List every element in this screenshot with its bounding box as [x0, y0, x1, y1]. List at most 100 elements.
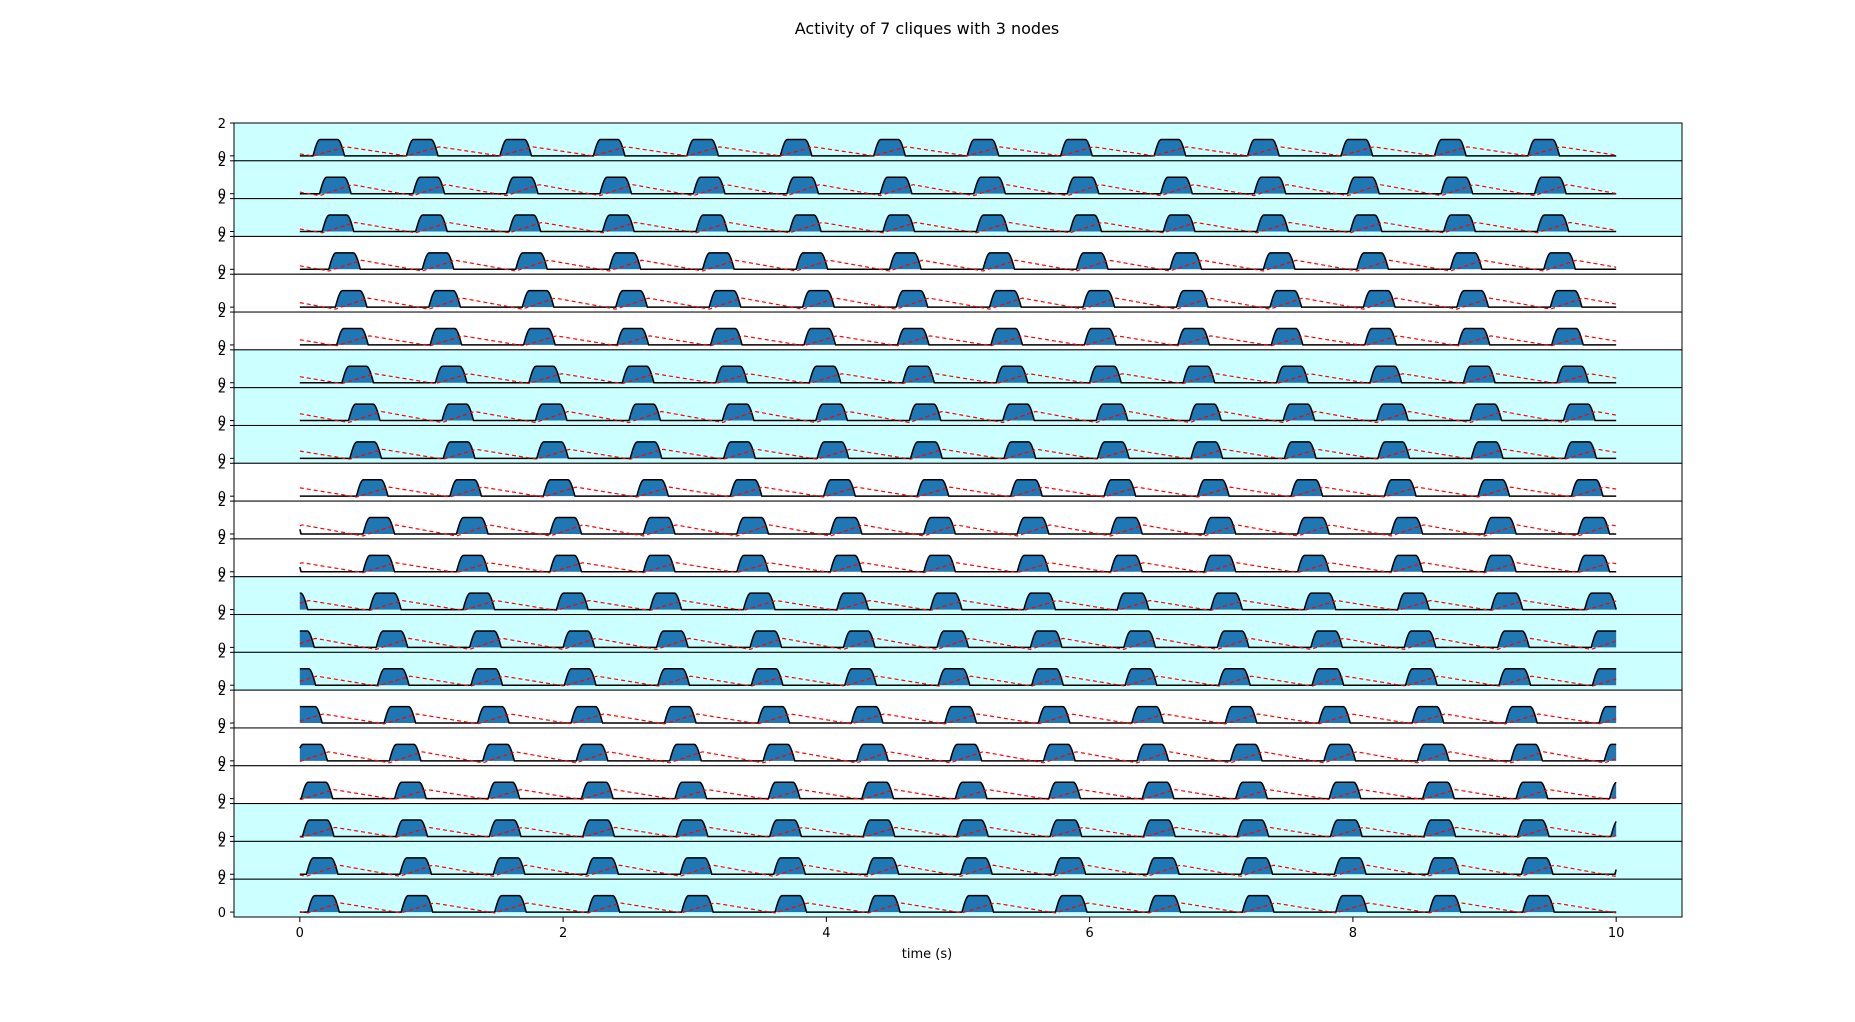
activity-line [299, 819, 1617, 838]
panel-background [234, 312, 1682, 350]
panel-12: 02 [218, 571, 1683, 619]
y-tick-label-0: 0 [218, 225, 226, 240]
activity-line [299, 516, 1617, 535]
y-tick-label-0: 0 [218, 339, 226, 354]
reference-line [299, 675, 1617, 687]
activity-fill [299, 706, 1617, 724]
activity-line [299, 214, 1617, 233]
activity-line [299, 781, 1617, 800]
panels-group: 0202020202020202020202020202020202020202… [218, 117, 1683, 921]
y-tick-label-2: 2 [218, 117, 226, 132]
panel-background [234, 274, 1682, 313]
activity-fill [299, 857, 1617, 875]
panel-17: 02 [218, 760, 1683, 808]
activity-line [299, 403, 1617, 422]
panel-7: 02 [218, 382, 1683, 430]
y-tick-label-0: 0 [218, 263, 226, 278]
panel-18: 02 [218, 798, 1683, 845]
y-tick-label-2: 2 [218, 382, 226, 397]
reference-line [299, 751, 1617, 764]
y-tick-label-0: 0 [218, 490, 226, 505]
panel-background [234, 236, 1682, 275]
reference-line [299, 826, 1617, 838]
activity-line [299, 630, 1617, 649]
y-tick-label-0: 0 [218, 868, 226, 883]
panel-8: 02 [218, 419, 1683, 467]
activity-fill [299, 366, 1617, 383]
x-tick-label-2: 2 [559, 926, 567, 941]
reference-line [299, 373, 1617, 385]
reference-line [299, 221, 1617, 234]
y-tick-label-0: 0 [218, 301, 226, 316]
panel-0: 02 [218, 117, 1683, 165]
panel-background [234, 160, 1682, 199]
panel-background [234, 349, 1682, 388]
reference-line [299, 486, 1617, 498]
panel-5: 02 [218, 306, 1683, 354]
activity-line [299, 705, 1617, 724]
y-tick-label-0: 0 [218, 830, 226, 845]
y-tick-label-0: 0 [218, 377, 226, 392]
panel-20: 02 [218, 873, 1683, 921]
activity-fill [299, 517, 1617, 534]
reference-line [299, 902, 1617, 914]
y-tick-label-2: 2 [218, 344, 226, 359]
y-tick-label-0: 0 [218, 717, 226, 732]
activity-fill [299, 668, 1617, 686]
activity-fill [299, 555, 1617, 572]
panel-16: 02 [218, 722, 1683, 770]
activity-line [299, 857, 1617, 876]
panel-1: 02 [218, 155, 1683, 203]
reference-line [299, 184, 1617, 197]
reference-line [299, 259, 1617, 272]
x-axis: 0 2 4 6 8 10 [296, 917, 1625, 941]
activity-line [299, 176, 1617, 195]
panel-10: 02 [218, 495, 1683, 543]
panel-2: 02 [218, 193, 1683, 240]
chart-title: Activity of 7 cliques with 3 nodes [795, 19, 1060, 38]
y-tick-label-2: 2 [218, 495, 226, 510]
y-tick-label-2: 2 [218, 722, 226, 737]
panel-frame [233, 878, 1683, 918]
y-tick-label-2: 2 [218, 609, 226, 624]
activity-line [299, 554, 1617, 573]
y-tick-label-2: 2 [218, 268, 226, 283]
panel-background [234, 387, 1682, 426]
activity-line [299, 441, 1617, 460]
y-tick-label-0: 0 [218, 793, 226, 808]
y-tick-label-2: 2 [218, 684, 226, 699]
y-tick-label-0: 0 [218, 188, 226, 203]
x-tick-label-0: 0 [296, 926, 304, 941]
activity-fill [299, 441, 1617, 459]
y-tick-label-2: 2 [218, 571, 226, 586]
reference-line [299, 599, 1617, 612]
x-tick-label-10: 10 [1608, 926, 1625, 941]
panel-11: 02 [218, 533, 1683, 581]
y-tick-label-0: 0 [218, 452, 226, 467]
y-tick-label-2: 2 [218, 873, 226, 888]
activity-line [299, 592, 1617, 611]
y-tick-label-0: 0 [218, 755, 226, 770]
reference-line [299, 297, 1617, 310]
y-tick-label-2: 2 [218, 193, 226, 208]
panel-6: 02 [218, 344, 1683, 392]
panel-3: 02 [218, 230, 1683, 278]
y-tick-label-2: 2 [218, 155, 226, 170]
y-tick-label-0: 0 [218, 528, 226, 543]
panel-19: 02 [218, 835, 1683, 883]
reference-line [299, 562, 1617, 574]
panel-13: 02 [218, 609, 1683, 656]
activity-fill [299, 139, 1617, 156]
reference-line [299, 146, 1617, 157]
x-tick-label-6: 6 [1085, 926, 1093, 941]
y-tick-label-0: 0 [218, 906, 226, 921]
activity-fill [299, 252, 1617, 270]
panel-4: 02 [218, 268, 1683, 316]
y-tick-label-0: 0 [218, 150, 226, 165]
reference-line [299, 335, 1617, 347]
reference-line [299, 448, 1617, 460]
y-tick-label-2: 2 [218, 798, 226, 813]
y-tick-label-2: 2 [218, 533, 226, 548]
panel-14: 02 [218, 646, 1683, 694]
y-tick-label-0: 0 [218, 641, 226, 656]
